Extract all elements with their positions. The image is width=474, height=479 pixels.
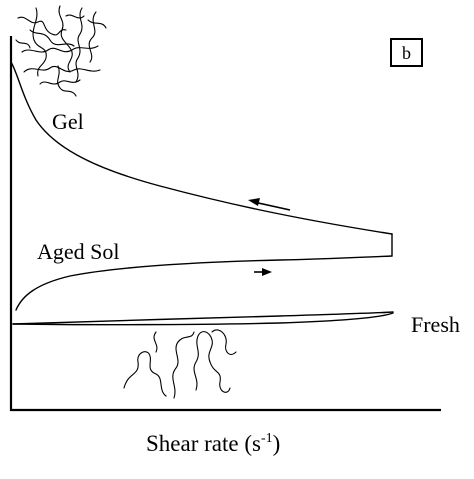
fresh-curve-upper [12, 311, 394, 325]
gel-label: Gel [52, 109, 84, 134]
gel-curve [10, 61, 393, 235]
x-axis-label-end: ) [273, 431, 281, 456]
panel-label: b [390, 38, 423, 67]
gel-network-sketch [15, 5, 107, 97]
panel-label-box [390, 38, 423, 67]
x-axis-label: Shear rate (s-1) [146, 431, 280, 456]
arrow-right-icon [254, 268, 272, 276]
aged-sol-label: Aged Sol [37, 239, 120, 264]
fresh-curve-lower [12, 312, 394, 326]
arrow-left-icon [248, 198, 291, 211]
fresh-label: Fresh [411, 312, 460, 337]
x-axis-label-sup: -1 [261, 431, 273, 446]
aged-sol-curve [15, 255, 393, 311]
sol-chains-sketch [123, 329, 237, 399]
x-axis-label-main: Shear rate (s [146, 431, 261, 456]
panel-label-text: b [402, 43, 411, 63]
